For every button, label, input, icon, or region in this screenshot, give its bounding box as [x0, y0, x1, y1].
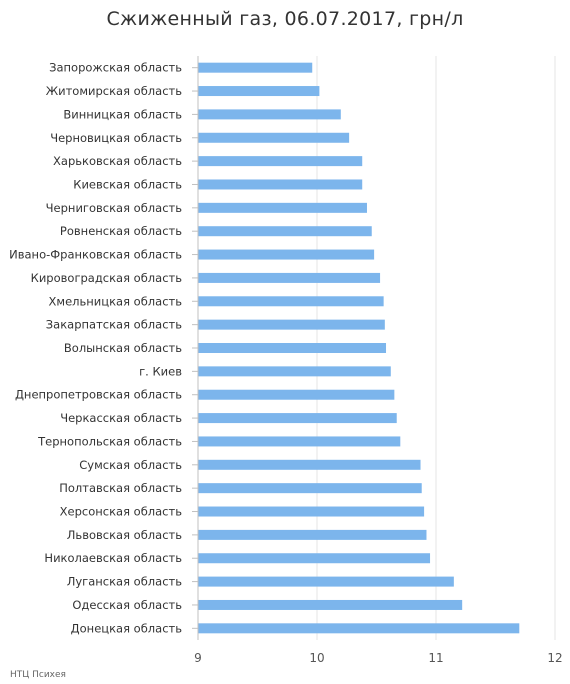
bar[interactable]: [198, 132, 350, 143]
bar[interactable]: [198, 436, 401, 447]
bar[interactable]: [198, 62, 313, 73]
category-label: Одесская область: [72, 598, 182, 612]
bar[interactable]: [198, 249, 375, 260]
x-tick-label: 11: [428, 651, 443, 665]
x-tick-label: 10: [309, 651, 324, 665]
category-label: Николаевская область: [44, 551, 182, 565]
category-label: Полтавская область: [59, 481, 182, 495]
category-label: Харьковская область: [53, 154, 182, 168]
bar[interactable]: [198, 343, 387, 353]
x-tick-label: 9: [194, 651, 202, 665]
bar[interactable]: [198, 389, 395, 400]
category-label: Днепропетровская область: [15, 388, 182, 402]
category-label: Львовская область: [67, 528, 182, 542]
bar[interactable]: [198, 506, 425, 517]
category-label: Сумская область: [79, 458, 182, 472]
category-label: Волынская область: [64, 341, 182, 355]
category-label: Ровненская область: [60, 224, 182, 238]
category-label: Луганская область: [67, 575, 182, 589]
bar[interactable]: [198, 109, 341, 120]
bar[interactable]: [198, 623, 520, 634]
bar[interactable]: [198, 553, 431, 564]
category-label: Житомирская область: [46, 84, 182, 98]
bar[interactable]: [198, 529, 427, 540]
bar[interactable]: [198, 296, 384, 307]
bar[interactable]: [198, 599, 463, 610]
bar[interactable]: [198, 319, 385, 330]
category-label: Киевская область: [73, 177, 182, 191]
category-labels: Запорожская область Житомирская область Ви…: [9, 61, 182, 636]
bar[interactable]: [198, 483, 422, 494]
bar[interactable]: [198, 156, 363, 167]
category-label: Черновицкая область: [50, 131, 182, 145]
category-label: Черкасская область: [60, 411, 182, 425]
category-label: Херсонская область: [60, 505, 183, 519]
bar[interactable]: [198, 179, 363, 190]
category-label: Тернопольская область: [37, 434, 182, 448]
category-label: Закарпатская область: [46, 318, 182, 332]
category-label: Хмельницкая область: [49, 294, 183, 308]
category-label: г. Киев: [139, 364, 182, 378]
bar[interactable]: [198, 576, 454, 587]
x-axis-ticks: 9 10 11 12: [194, 651, 562, 665]
bars-layer: [198, 62, 520, 634]
category-label: Кировоградская область: [31, 271, 183, 285]
category-label: Ивано-Франковская область: [9, 248, 182, 262]
category-label: Винницкая область: [63, 107, 182, 121]
bar[interactable]: [198, 459, 421, 470]
bar[interactable]: [198, 86, 320, 97]
category-label: Черниговская область: [46, 201, 183, 215]
bar[interactable]: [198, 272, 381, 283]
footer-credit: НТЦ Психея: [10, 670, 66, 680]
bar[interactable]: [198, 366, 391, 377]
bar[interactable]: [198, 226, 372, 237]
bar[interactable]: [198, 202, 367, 213]
chart-title: Сжиженный газ, 06.07.2017, грн/л: [106, 8, 464, 30]
x-tick-label: 12: [547, 651, 562, 665]
category-label: Запорожская область: [49, 61, 182, 75]
category-label: Донецкая область: [71, 621, 183, 635]
bar[interactable]: [198, 413, 397, 424]
